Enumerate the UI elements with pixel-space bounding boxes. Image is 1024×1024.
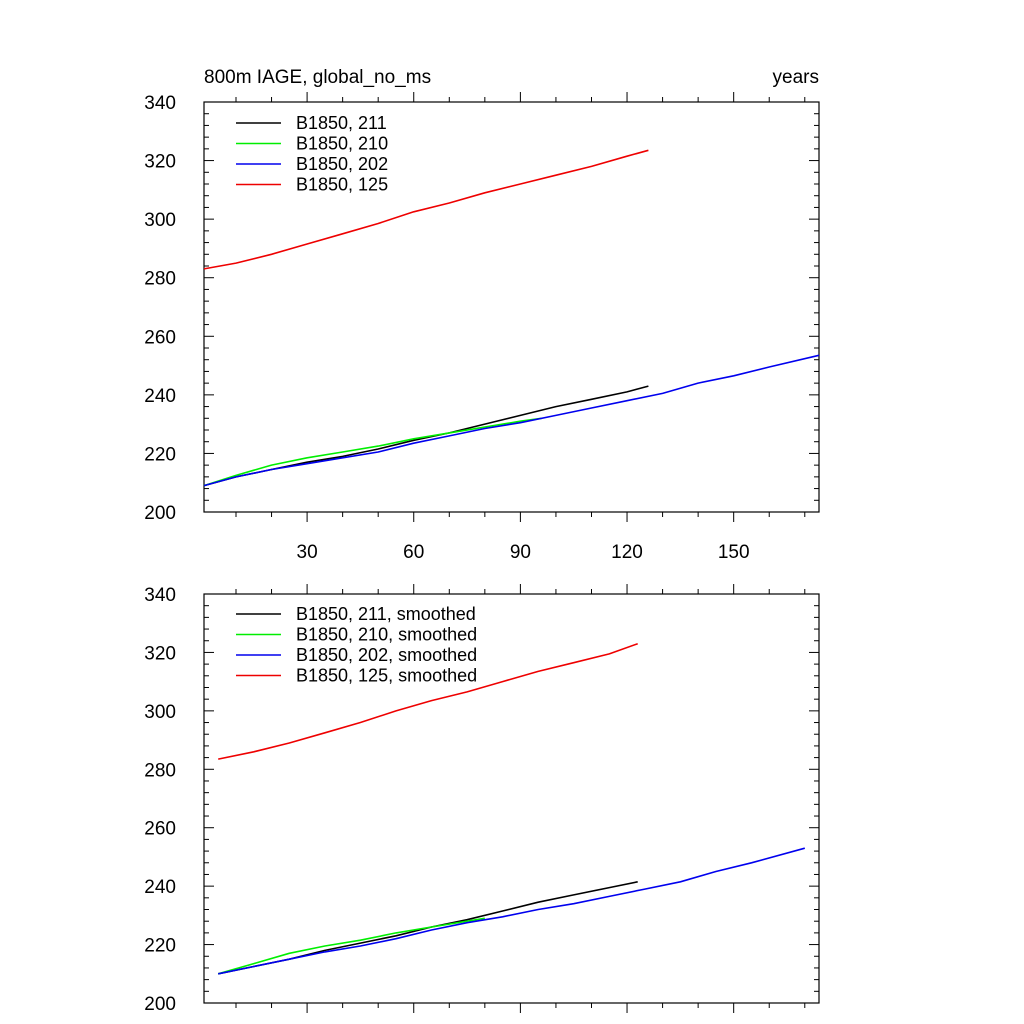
- series-line-4: [203, 149, 649, 270]
- y-tick-label: 200: [144, 503, 176, 524]
- series-line-4: [218, 642, 638, 760]
- y-tick-label: 200: [144, 994, 176, 1015]
- legend-entry: B1850, 202, smoothed: [296, 645, 477, 665]
- y-tick-label: 280: [144, 269, 176, 290]
- legend-entry: B1850, 202: [296, 154, 388, 174]
- y-tick-label: 240: [144, 386, 176, 407]
- plot-frame: [203, 593, 820, 1004]
- y-tick-label: 240: [144, 877, 176, 898]
- legend-entry: B1850, 210, smoothed: [296, 625, 477, 645]
- legend-entry: B1850, 211, smoothed: [296, 604, 476, 624]
- series-line-2: [217, 917, 485, 975]
- y-tick-label: 300: [144, 702, 176, 723]
- x-tick-label: 30: [297, 542, 318, 563]
- y-tick-label: 320: [144, 643, 176, 664]
- y-tick-label: 260: [144, 819, 176, 840]
- top-panel: 800m IAGE, global_no_ms years 200 220 240 2…: [144, 67, 820, 563]
- series-line-2: [203, 417, 542, 487]
- legend-entry: B1850, 125, smoothed: [296, 666, 477, 686]
- panel-units: years: [773, 67, 819, 88]
- legend-entry: B1850, 211: [296, 113, 387, 133]
- series-line-3: [203, 354, 820, 487]
- y-tick-label: 280: [144, 760, 176, 781]
- bottom-panel: 200 220 240 260 280 300 320 340 B1850, 211, smoo…: [144, 584, 820, 1015]
- y-tick-label: 340: [144, 93, 176, 114]
- legend-entry: B1850, 210: [296, 134, 388, 154]
- plot-frame: [203, 101, 820, 513]
- x-tick-label: 120: [611, 542, 643, 563]
- y-tick-label: 340: [144, 585, 176, 606]
- x-tick-label: 150: [718, 542, 750, 563]
- legend-entry: B1850, 125: [296, 175, 388, 195]
- panel-title: 800m IAGE, global_no_ms: [204, 67, 431, 88]
- y-tick-label: 220: [144, 936, 176, 957]
- series-line-3: [218, 847, 806, 975]
- series-line-1: [203, 385, 649, 487]
- y-tick-label: 300: [144, 210, 176, 231]
- x-tick-label: 90: [510, 542, 531, 563]
- y-tick-label: 220: [144, 444, 176, 465]
- y-tick-label: 260: [144, 327, 176, 348]
- x-tick-label: 60: [403, 542, 424, 563]
- y-tick-label: 320: [144, 152, 176, 173]
